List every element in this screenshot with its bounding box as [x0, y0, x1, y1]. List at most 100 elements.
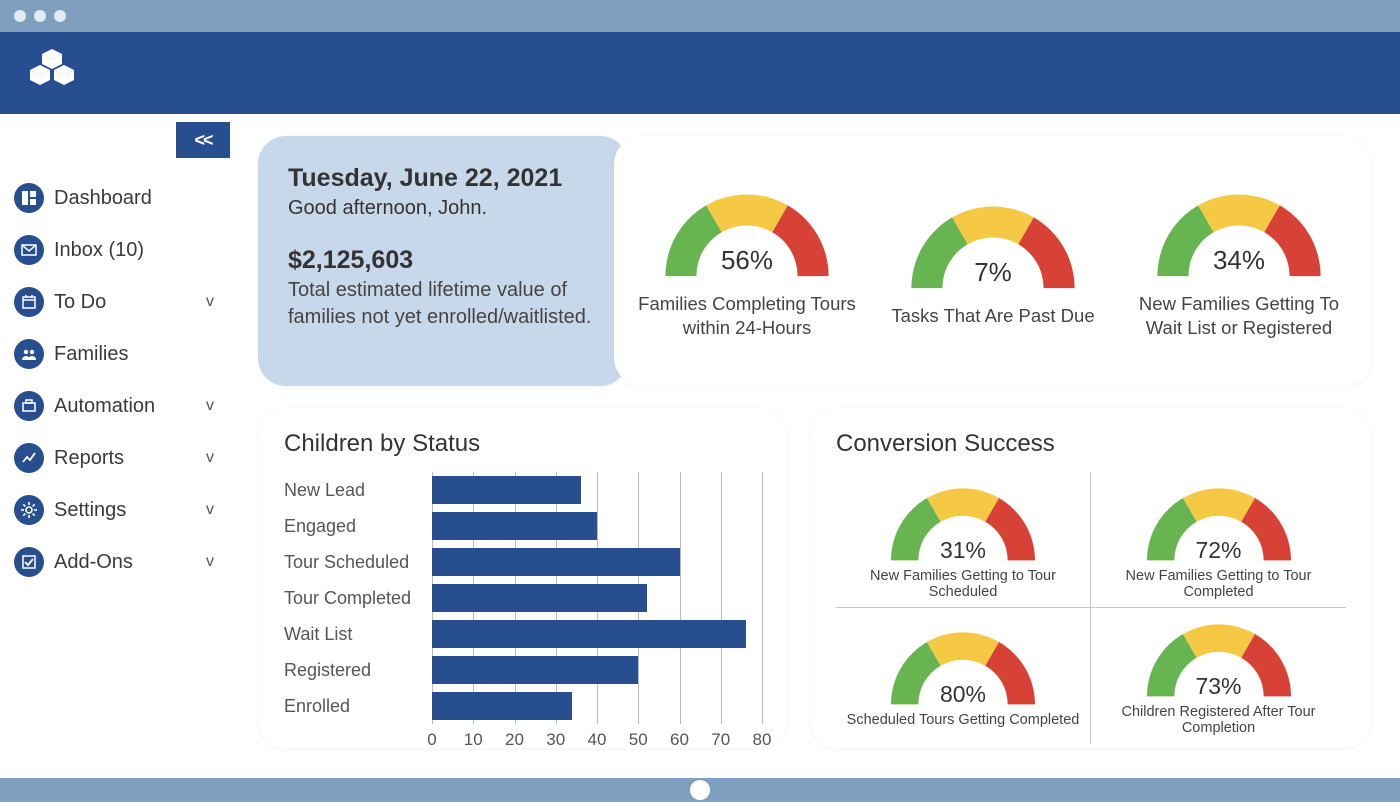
sidebar-item-add-ons[interactable]: Add-Onsv — [14, 536, 230, 588]
calendar-icon — [14, 287, 44, 317]
chart-category-label: Tour Scheduled — [284, 544, 432, 580]
chart-bar — [432, 584, 647, 612]
scrollbar-knob[interactable] — [690, 780, 710, 800]
gauge-icon: 73% — [1144, 616, 1294, 700]
chevron-down-icon: v — [206, 293, 214, 311]
gauge-icon: 56% — [662, 182, 832, 282]
sidebar-item-dashboard[interactable]: Dashboard — [14, 172, 230, 224]
chart-y-labels: New LeadEngagedTour ScheduledTour Comple… — [284, 472, 432, 756]
greeting-text: Good afternoon, John. — [288, 197, 598, 220]
kpi-value: 7% — [908, 257, 1078, 288]
gauge-icon: 7% — [908, 194, 1078, 294]
children-by-status-card: Children by Status New LeadEngagedTour S… — [258, 408, 788, 748]
sidebar-item-label: Settings — [54, 499, 206, 522]
chart-x-tick: 10 — [464, 730, 483, 750]
chart-x-tick: 30 — [546, 730, 565, 750]
app-logo-icon — [22, 49, 82, 97]
kpi-label: Tasks That Are Past Due — [891, 304, 1094, 328]
chart-bar — [432, 620, 746, 648]
sidebar-item-inbox-10-[interactable]: Inbox (10) — [14, 224, 230, 276]
check-icon — [14, 547, 44, 577]
conversion-label: Children Registered After Tour Completio… — [1091, 704, 1346, 736]
chart-category-label: Wait List — [284, 616, 432, 652]
conversion-success-card: Conversion Success 31% New Families Getti… — [810, 408, 1372, 748]
hero-card: Tuesday, June 22, 2021 Good afternoon, J… — [258, 136, 628, 386]
window-titlebar — [0, 0, 1400, 32]
chart-x-tick: 80 — [753, 730, 772, 750]
chart-x-tick: 60 — [670, 730, 689, 750]
chart-category-label: New Lead — [284, 472, 432, 508]
conversion-gauge: 80% Scheduled Tours Getting Completed — [836, 608, 1091, 744]
chart-plot-area: 01020304050607080 — [432, 472, 762, 756]
dashboard-icon — [14, 183, 44, 213]
conversion-value: 72% — [1144, 537, 1294, 564]
mail-icon — [14, 235, 44, 265]
gauge-icon: 31% — [888, 480, 1038, 564]
chart-bar — [432, 512, 597, 540]
sidebar-item-to-do[interactable]: To Dov — [14, 276, 230, 328]
kpi-gauge: 34% New Families Getting To Wait List or … — [1116, 156, 1362, 366]
conversion-value: 31% — [888, 537, 1038, 564]
window-dot[interactable] — [54, 10, 66, 22]
chart-icon — [14, 443, 44, 473]
chart-x-tick: 40 — [588, 730, 607, 750]
sidebar-item-automation[interactable]: Automationv — [14, 380, 230, 432]
conversion-title: Conversion Success — [836, 430, 1346, 458]
conversion-gauge: 31% New Families Getting to Tour Schedule… — [836, 472, 1091, 608]
current-date: Tuesday, June 22, 2021 — [288, 164, 598, 193]
conversion-label: Scheduled Tours Getting Completed — [847, 712, 1080, 728]
conversion-label: New Families Getting to Tour Completed — [1091, 568, 1346, 600]
window-dot[interactable] — [34, 10, 46, 22]
sidebar-item-label: Dashboard — [54, 187, 230, 210]
chart-bar — [432, 656, 638, 684]
kpi-label: New Families Getting To Wait List or Reg… — [1124, 292, 1354, 340]
sidebar-item-label: Automation — [54, 395, 206, 418]
conversion-value: 80% — [888, 681, 1038, 708]
sidebar-item-label: Inbox (10) — [54, 239, 230, 262]
kpi-card: 56% Families Completing Tours within 24-H… — [614, 136, 1372, 386]
chart-bar — [432, 548, 680, 576]
chart-title: Children by Status — [284, 430, 762, 458]
gear-icon — [14, 495, 44, 525]
briefcase-icon — [14, 391, 44, 421]
conversion-gauge: 73% Children Registered After Tour Comple… — [1091, 608, 1346, 744]
bottom-bar — [0, 778, 1400, 802]
conversion-label: New Families Getting to Tour Scheduled — [836, 568, 1090, 600]
chart-bar — [432, 692, 572, 720]
chart-category-label: Registered — [284, 652, 432, 688]
chart-x-tick: 70 — [711, 730, 730, 750]
chart-x-tick: 20 — [505, 730, 524, 750]
sidebar-item-families[interactable]: Families — [14, 328, 230, 380]
kpi-gauge: 7% Tasks That Are Past Due — [870, 156, 1116, 366]
main-content: Tuesday, June 22, 2021 Good afternoon, J… — [230, 114, 1400, 778]
chart-bar — [432, 476, 581, 504]
people-icon — [14, 339, 44, 369]
kpi-value: 34% — [1154, 245, 1324, 276]
sidebar-item-label: Families — [54, 343, 230, 366]
gauge-icon: 34% — [1154, 182, 1324, 282]
gauge-icon: 80% — [888, 624, 1038, 708]
chart-gridline — [680, 472, 681, 724]
kpi-gauge: 56% Families Completing Tours within 24-H… — [624, 156, 870, 366]
chevron-down-icon: v — [206, 553, 214, 571]
sidebar-item-reports[interactable]: Reportsv — [14, 432, 230, 484]
chart-gridline — [721, 472, 722, 724]
sidebar-item-label: Reports — [54, 447, 206, 470]
sidebar-item-label: To Do — [54, 291, 206, 314]
kpi-label: Families Completing Tours within 24-Hour… — [632, 292, 862, 340]
sidebar-collapse-button[interactable]: << — [176, 122, 230, 158]
lifetime-value-label: Total estimated lifetime value of famili… — [288, 277, 598, 331]
top-bar — [0, 32, 1400, 114]
conversion-gauge: 72% New Families Getting to Tour Complete… — [1091, 472, 1346, 608]
chart-gridline — [762, 472, 763, 724]
chevron-down-icon: v — [206, 397, 214, 415]
chart-x-tick: 50 — [629, 730, 648, 750]
window-dot[interactable] — [14, 10, 26, 22]
sidebar-item-settings[interactable]: Settingsv — [14, 484, 230, 536]
chart-category-label: Tour Completed — [284, 580, 432, 616]
chart-x-tick: 0 — [427, 730, 436, 750]
chart-category-label: Engaged — [284, 508, 432, 544]
conversion-value: 73% — [1144, 673, 1294, 700]
sidebar: << DashboardInbox (10)To DovFamiliesAuto… — [0, 114, 230, 778]
gauge-icon: 72% — [1144, 480, 1294, 564]
